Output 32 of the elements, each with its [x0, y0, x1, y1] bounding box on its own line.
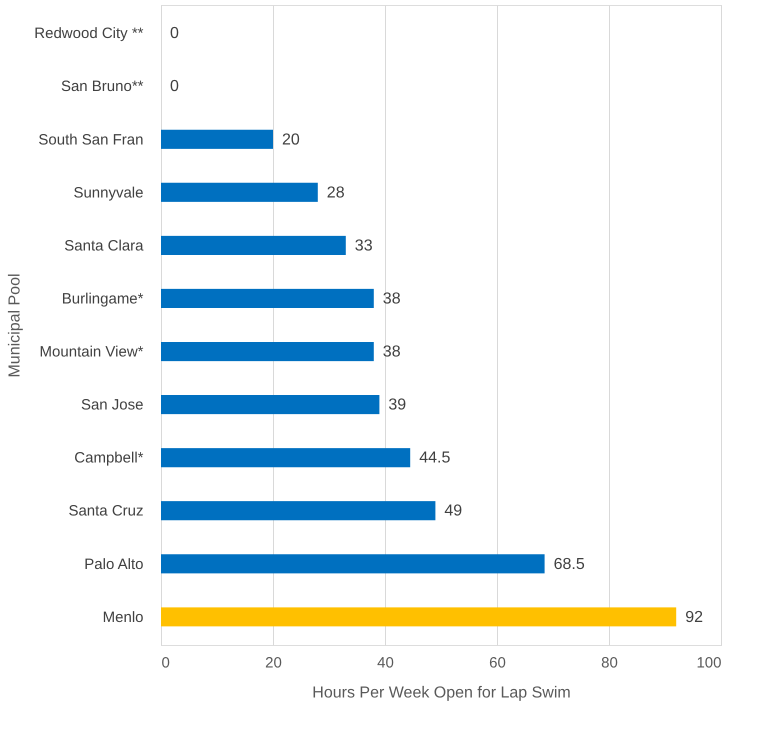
x-tick-label: 80 — [601, 654, 618, 672]
y-tick-label: South San Fran — [38, 131, 144, 148]
data-label: 92 — [685, 608, 704, 626]
y-tick-label: Menlo — [102, 608, 144, 626]
x-axis-title: Hours Per Week Open for Lap Swim — [312, 684, 571, 702]
data-label: 20 — [282, 131, 300, 148]
x-tick-label: 0 — [162, 654, 170, 672]
y-tick-label: Sunnyvale — [73, 184, 144, 202]
data-label: 38 — [382, 290, 401, 308]
y-tick-label: Santa Cruz — [68, 502, 144, 520]
x-tick-label: 40 — [377, 654, 394, 672]
data-label: 49 — [444, 502, 462, 520]
y-tick-label: San Bruno** — [60, 78, 144, 96]
y-tick-label: Mountain View* — [40, 344, 144, 361]
x-tick-label: 100 — [696, 654, 722, 672]
y-axis-title: Municipal Pool — [6, 273, 24, 378]
y-tick-label: San Jose — [80, 396, 144, 414]
y-tick-label: Burlingame* — [62, 290, 144, 308]
data-label: 33 — [354, 237, 373, 254]
y-tick-label: Campbell* — [74, 450, 144, 467]
x-tick-label: 20 — [265, 654, 282, 672]
data-label: 28 — [326, 184, 345, 202]
data-label: 0 — [170, 78, 179, 96]
data-label: 38 — [382, 344, 401, 361]
data-label: 0 — [170, 25, 179, 42]
data-label: 39 — [388, 396, 406, 414]
y-tick-label: Santa Clara — [64, 237, 144, 254]
y-tick-label: Redwood City ** — [34, 25, 144, 42]
data-label: 68.5 — [554, 556, 585, 573]
x-tick-label: 60 — [489, 654, 506, 672]
data-label: 44.5 — [419, 450, 450, 467]
y-tick-label: Palo Alto — [84, 556, 144, 573]
